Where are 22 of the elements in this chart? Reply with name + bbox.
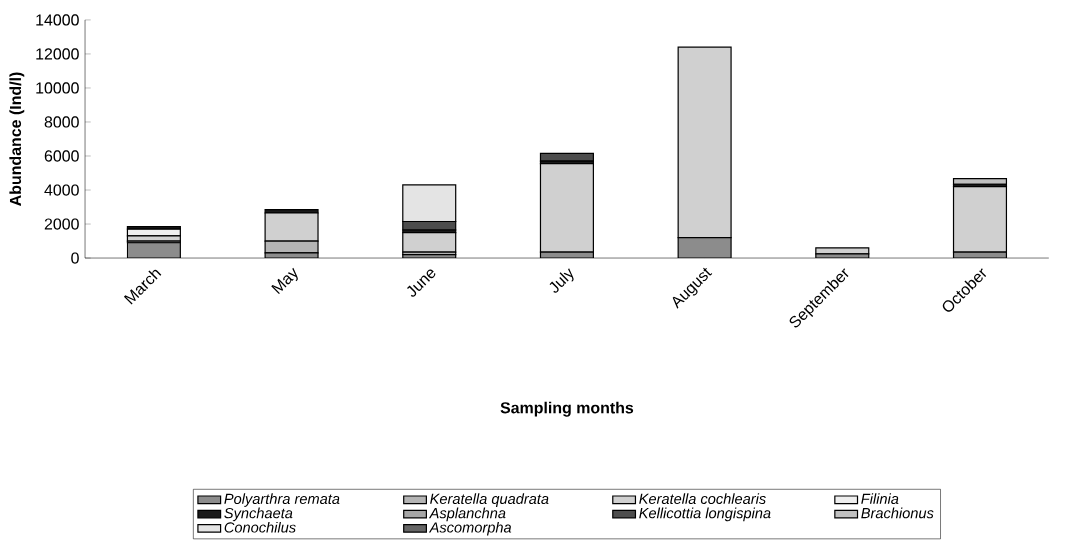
y-tick-label: 6000 (44, 150, 79, 162)
legend-label: Filinia (861, 493, 899, 504)
y-axis-title: Abundance (Ind/l) (9, 72, 25, 206)
y-tick-label: 2000 (44, 218, 79, 230)
legend-label: Asplanchna (428, 507, 506, 522)
legend-label: Kellicottia longispina (639, 507, 771, 522)
y-tick-label: 8000 (44, 116, 79, 128)
y-tick-label: 14000 (36, 14, 79, 26)
legend-label: Keratella quadrata (430, 493, 549, 507)
legend-label: Brachionus (861, 507, 934, 519)
legend-label: Polyarthra remata (224, 493, 340, 507)
y-tick-label: 0 (71, 252, 79, 264)
x-tick-label: May (271, 267, 298, 295)
legend-label: Ascomorpha (428, 521, 512, 536)
y-tick-label: 10000 (36, 82, 79, 94)
y-tick-label: 12000 (36, 48, 79, 60)
x-tick-label: July (549, 268, 574, 293)
y-tick-label: 4000 (44, 184, 79, 196)
x-axis-title: Sampling months (500, 401, 634, 417)
legend-label: Keratella cochlearis (639, 493, 766, 504)
legend-label: Conochilus (224, 521, 296, 533)
legend-label: Synchaeta (224, 507, 293, 522)
